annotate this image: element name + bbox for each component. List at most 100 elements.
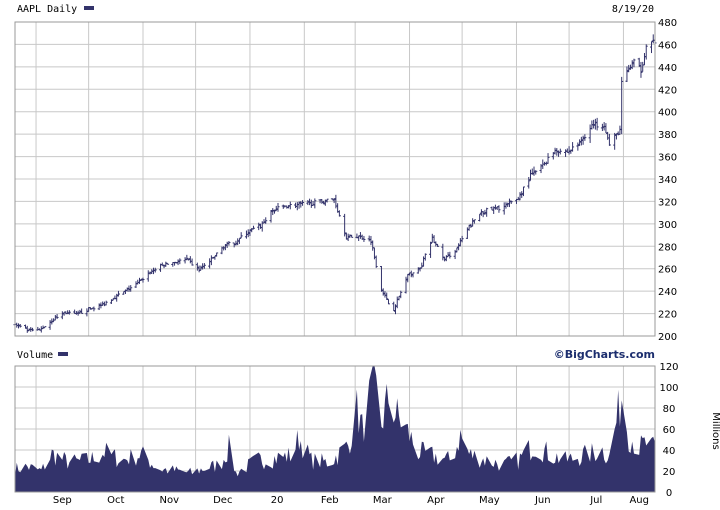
price-tick-label: 440 — [658, 63, 677, 74]
price-bar — [134, 281, 138, 288]
price-bar — [237, 237, 241, 244]
price-bar — [239, 232, 243, 239]
price-tick-label: 300 — [658, 220, 677, 231]
price-grid — [15, 21, 655, 337]
price-bar — [122, 291, 126, 295]
price-bar — [555, 148, 559, 156]
date-tick-label: Nov — [160, 495, 180, 506]
price-bar — [385, 292, 389, 300]
price-bar — [80, 308, 84, 314]
price-bar — [420, 262, 424, 269]
date-tick-label: Feb — [321, 495, 339, 506]
price-bar — [409, 270, 413, 278]
price-bar — [637, 57, 641, 67]
price-bar — [379, 265, 383, 292]
volume-series — [15, 366, 655, 492]
price-bar — [432, 235, 436, 243]
price-bar — [213, 255, 217, 260]
price-bar — [616, 131, 620, 136]
volume-tick-label: 40 — [663, 446, 676, 457]
price-bar — [160, 262, 164, 266]
price-bar — [115, 293, 119, 302]
price-bar — [467, 224, 471, 231]
price-bar — [92, 306, 96, 312]
price-bar — [166, 263, 170, 265]
price-bar — [446, 252, 450, 257]
price-bar — [66, 310, 70, 315]
price-bar — [483, 209, 487, 215]
price-bar — [481, 210, 485, 218]
price-bar — [127, 285, 131, 292]
price-bar — [236, 238, 240, 246]
price-bar — [295, 202, 299, 211]
price-bar — [262, 219, 266, 224]
price-tick-label: 420 — [658, 85, 677, 96]
price-tick-label: 220 — [658, 310, 677, 321]
price-bar — [604, 123, 608, 134]
price-bar — [371, 240, 375, 251]
price-bar — [336, 203, 340, 213]
price-bar — [358, 232, 362, 239]
date-tick-label: Aug — [629, 495, 649, 506]
price-bar — [411, 272, 415, 278]
price-bar — [620, 76, 624, 135]
price-bar — [322, 200, 326, 205]
price-bar — [183, 257, 187, 264]
price-tick-label: 400 — [658, 108, 677, 119]
price-bar — [67, 310, 71, 315]
price-bar — [39, 326, 43, 333]
volume-tick-label: 100 — [659, 383, 678, 394]
volume-axis: 0 20 40 60 80 100 120 — [659, 362, 678, 499]
volume-panel-frame — [14, 365, 656, 493]
price-bar — [271, 208, 275, 216]
price-bar — [583, 134, 587, 141]
price-legend-swatch — [84, 6, 94, 10]
price-bar — [630, 60, 634, 70]
price-bar — [362, 235, 366, 242]
price-bar — [479, 209, 483, 216]
price-bar — [139, 278, 143, 281]
price-bar — [579, 136, 583, 146]
chart-title: AAPL Daily — [17, 4, 77, 15]
volume-legend-swatch — [58, 352, 68, 356]
price-bar — [202, 263, 206, 269]
price-bar — [520, 191, 524, 198]
price-bar — [78, 309, 82, 314]
date-axis: Sep Oct Nov Dec 20 Feb Mar Apr May Jun Jul Aug — [53, 495, 649, 506]
date-tick-label: Dec — [213, 495, 232, 506]
price-bar — [176, 259, 180, 266]
price-bar — [567, 146, 571, 155]
price-bar — [557, 150, 561, 157]
price-bar — [223, 243, 227, 251]
price-bar — [273, 209, 277, 214]
price-bar — [521, 186, 525, 197]
brand-label[interactable]: ©BigCharts.com — [554, 348, 655, 361]
price-bar — [27, 328, 31, 332]
price-bar — [288, 201, 292, 210]
price-tick-label: 240 — [658, 287, 677, 298]
price-bar — [471, 218, 475, 227]
price-bar — [251, 225, 255, 230]
price-bar — [129, 285, 133, 292]
price-bar — [460, 235, 464, 243]
price-bar — [178, 258, 182, 265]
volume-tick-label: 80 — [663, 404, 676, 415]
price-bar — [558, 148, 562, 155]
price-bar — [581, 135, 585, 145]
price-tick-label: 280 — [658, 242, 677, 253]
price-bar — [497, 205, 501, 213]
price-bar — [592, 119, 596, 129]
price-bar — [430, 233, 434, 243]
price-bar — [639, 61, 643, 78]
volume-area — [15, 366, 655, 492]
date-tick-label: Apr — [427, 495, 445, 506]
date-tick-label: Mar — [373, 495, 393, 506]
price-bar — [48, 320, 52, 330]
price-tick-label: 360 — [658, 153, 677, 164]
price-bar — [281, 204, 285, 209]
price-bar — [17, 323, 21, 329]
price-bar — [455, 247, 459, 253]
price-bar — [225, 241, 229, 248]
price-bar — [185, 254, 189, 261]
price-bar — [111, 298, 115, 301]
